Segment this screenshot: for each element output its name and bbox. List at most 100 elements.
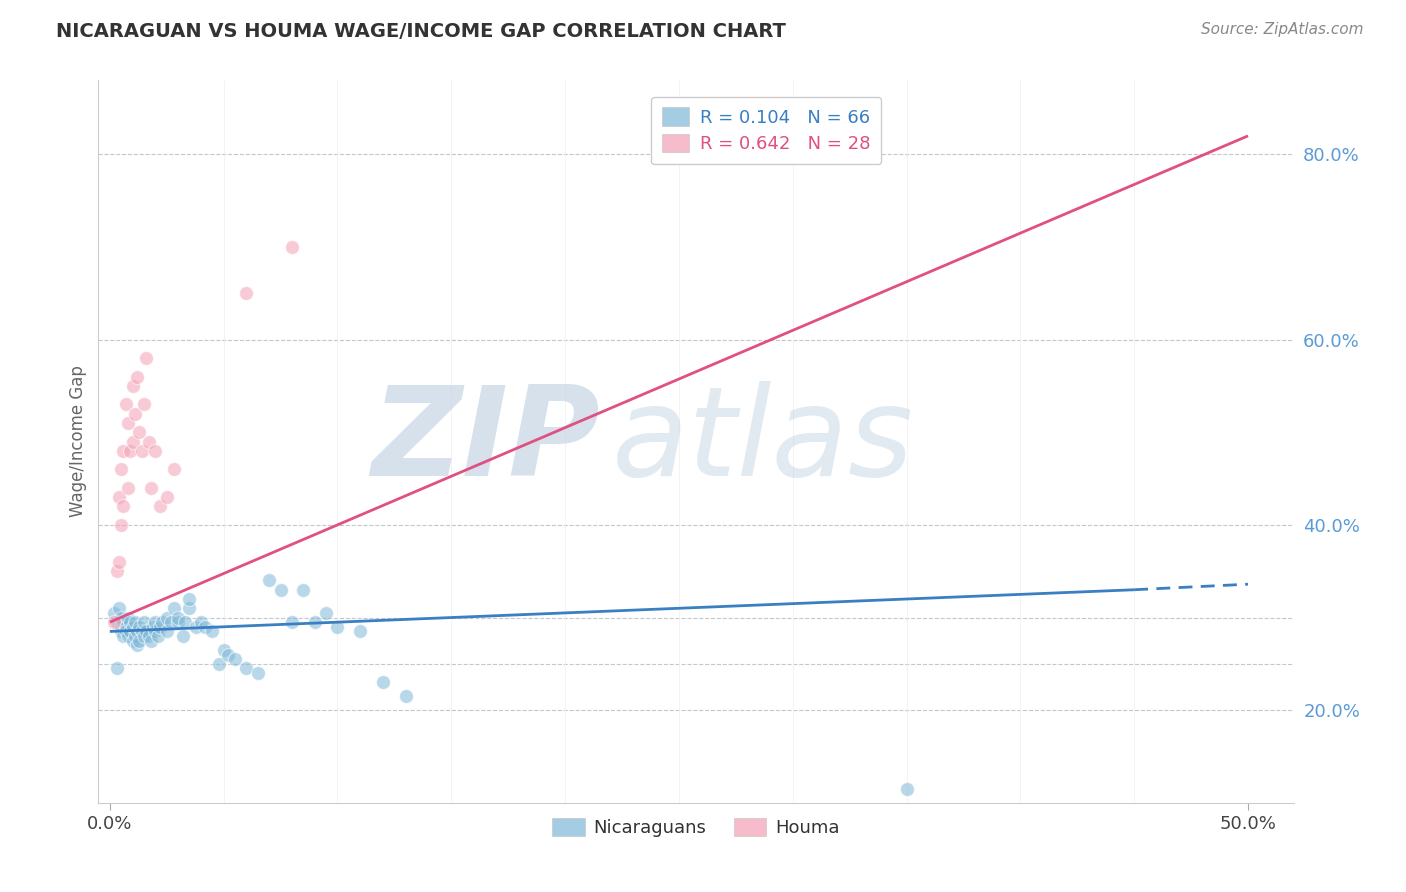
- Point: [156, 610, 179, 624]
- Point: [156, 490, 179, 504]
- Point: [114, 397, 136, 411]
- Point: [150, 615, 173, 630]
- Point: [149, 620, 172, 634]
- Text: Source: ZipAtlas.com: Source: ZipAtlas.com: [1201, 22, 1364, 37]
- Point: [257, 574, 280, 588]
- Point: [224, 652, 246, 666]
- Point: [149, 500, 172, 514]
- Point: [190, 615, 212, 630]
- Point: [208, 657, 231, 671]
- Text: ZIP: ZIP: [371, 381, 600, 502]
- Point: [132, 615, 155, 630]
- Point: [138, 434, 160, 449]
- Point: [124, 407, 146, 421]
- Point: [105, 564, 128, 578]
- Point: [127, 624, 149, 639]
- Point: [127, 369, 149, 384]
- Y-axis label: Wage/Income Gap: Wage/Income Gap: [69, 366, 87, 517]
- Point: [112, 615, 135, 630]
- Point: [326, 620, 349, 634]
- Point: [246, 666, 269, 681]
- Point: [112, 629, 135, 643]
- Point: [121, 633, 143, 648]
- Point: [120, 624, 142, 639]
- Point: [162, 601, 184, 615]
- Point: [179, 601, 201, 615]
- Point: [395, 690, 418, 704]
- Point: [135, 351, 157, 366]
- Point: [110, 517, 132, 532]
- Point: [124, 615, 146, 630]
- Point: [128, 633, 150, 648]
- Point: [132, 397, 155, 411]
- Point: [174, 615, 197, 630]
- Point: [135, 624, 157, 639]
- Point: [108, 490, 131, 504]
- Point: [127, 638, 149, 652]
- Point: [131, 624, 153, 639]
- Point: [143, 443, 166, 458]
- Point: [117, 481, 139, 495]
- Point: [114, 624, 136, 639]
- Point: [235, 661, 257, 675]
- Point: [235, 286, 257, 301]
- Point: [139, 633, 162, 648]
- Point: [315, 606, 337, 620]
- Point: [281, 615, 304, 630]
- Text: NICARAGUAN VS HOUMA WAGE/INCOME GAP CORRELATION CHART: NICARAGUAN VS HOUMA WAGE/INCOME GAP CORR…: [56, 22, 786, 41]
- Point: [162, 462, 184, 476]
- Point: [201, 624, 224, 639]
- Point: [124, 629, 146, 643]
- Point: [110, 610, 132, 624]
- Point: [105, 661, 128, 675]
- Point: [143, 615, 166, 630]
- Point: [108, 555, 131, 569]
- Point: [194, 620, 217, 634]
- Point: [186, 620, 208, 634]
- Point: [371, 675, 394, 690]
- Point: [131, 443, 153, 458]
- Point: [270, 582, 292, 597]
- Point: [142, 620, 165, 634]
- Point: [121, 379, 143, 393]
- Point: [112, 500, 135, 514]
- Point: [120, 443, 142, 458]
- Point: [349, 624, 371, 639]
- Point: [896, 781, 918, 796]
- Point: [121, 620, 143, 634]
- Point: [172, 629, 194, 643]
- Point: [138, 629, 160, 643]
- Point: [146, 629, 169, 643]
- Point: [139, 481, 162, 495]
- Point: [110, 620, 132, 634]
- Point: [156, 624, 179, 639]
- Point: [132, 629, 155, 643]
- Point: [167, 615, 190, 630]
- Point: [110, 624, 132, 639]
- Point: [103, 606, 125, 620]
- Point: [112, 443, 135, 458]
- Point: [167, 610, 190, 624]
- Point: [217, 648, 239, 662]
- Point: [143, 624, 166, 639]
- Point: [212, 643, 235, 657]
- Point: [128, 425, 150, 440]
- Point: [110, 462, 132, 476]
- Point: [117, 629, 139, 643]
- Point: [292, 582, 315, 597]
- Point: [117, 610, 139, 624]
- Point: [117, 416, 139, 430]
- Point: [304, 615, 326, 630]
- Point: [103, 615, 125, 630]
- Point: [281, 240, 304, 254]
- Point: [105, 615, 128, 630]
- Point: [114, 620, 136, 634]
- Point: [121, 434, 143, 449]
- Text: atlas: atlas: [613, 381, 914, 502]
- Point: [108, 601, 131, 615]
- Point: [179, 592, 201, 607]
- Point: [128, 620, 150, 634]
- Point: [160, 615, 183, 630]
- Legend: Nicaraguans, Houma: Nicaraguans, Houma: [546, 811, 846, 845]
- Point: [120, 615, 142, 630]
